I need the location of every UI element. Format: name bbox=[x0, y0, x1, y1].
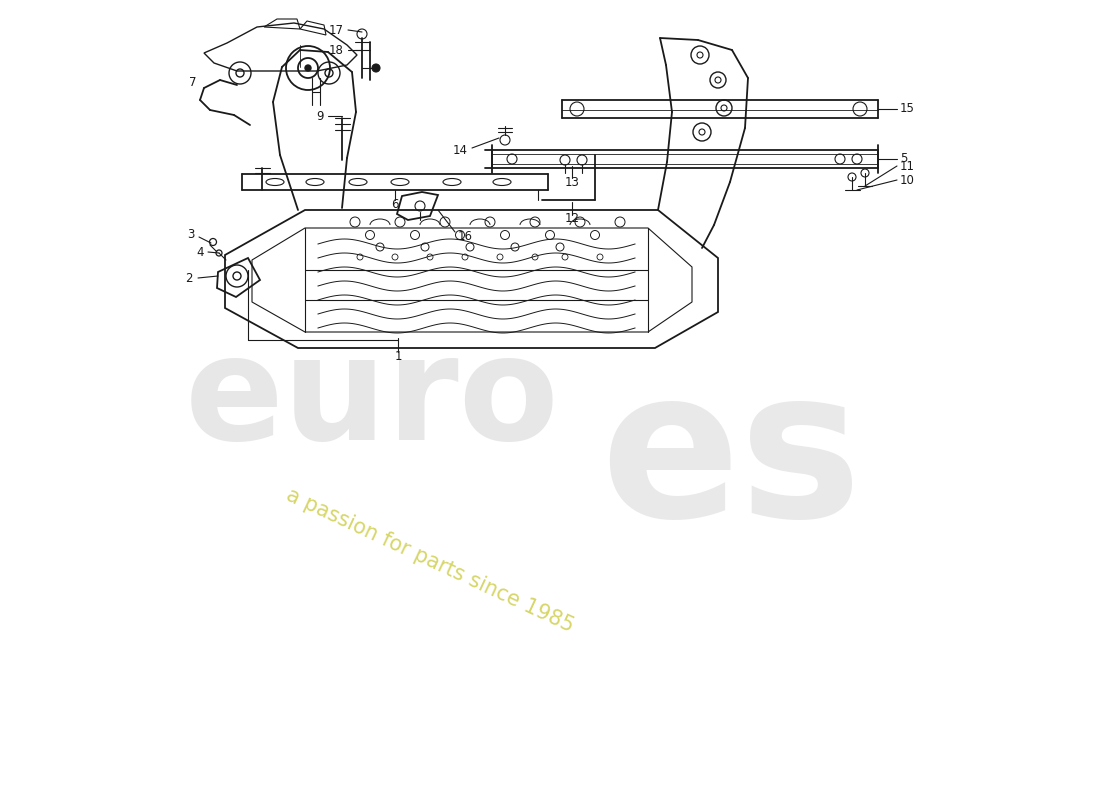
Text: 14: 14 bbox=[453, 143, 468, 157]
Text: euro: euro bbox=[185, 330, 560, 470]
Text: 17: 17 bbox=[329, 23, 344, 37]
Text: 4: 4 bbox=[197, 246, 204, 258]
Text: 10: 10 bbox=[900, 174, 915, 186]
Text: 11: 11 bbox=[900, 159, 915, 173]
Text: 3: 3 bbox=[188, 227, 195, 241]
Text: 12: 12 bbox=[564, 213, 580, 226]
Text: 13: 13 bbox=[564, 175, 580, 189]
Circle shape bbox=[372, 64, 379, 72]
Text: 1: 1 bbox=[394, 350, 402, 362]
Text: 16: 16 bbox=[458, 230, 473, 242]
Text: 15: 15 bbox=[900, 102, 915, 115]
Text: 2: 2 bbox=[186, 271, 192, 285]
Text: 9: 9 bbox=[317, 110, 324, 122]
Circle shape bbox=[305, 65, 311, 71]
Text: a passion for parts since 1985: a passion for parts since 1985 bbox=[283, 484, 578, 636]
Text: 7: 7 bbox=[188, 75, 196, 89]
Text: 5: 5 bbox=[900, 153, 908, 166]
Text: 18: 18 bbox=[329, 43, 344, 57]
Text: es: es bbox=[600, 360, 861, 560]
Text: 6: 6 bbox=[392, 198, 398, 210]
